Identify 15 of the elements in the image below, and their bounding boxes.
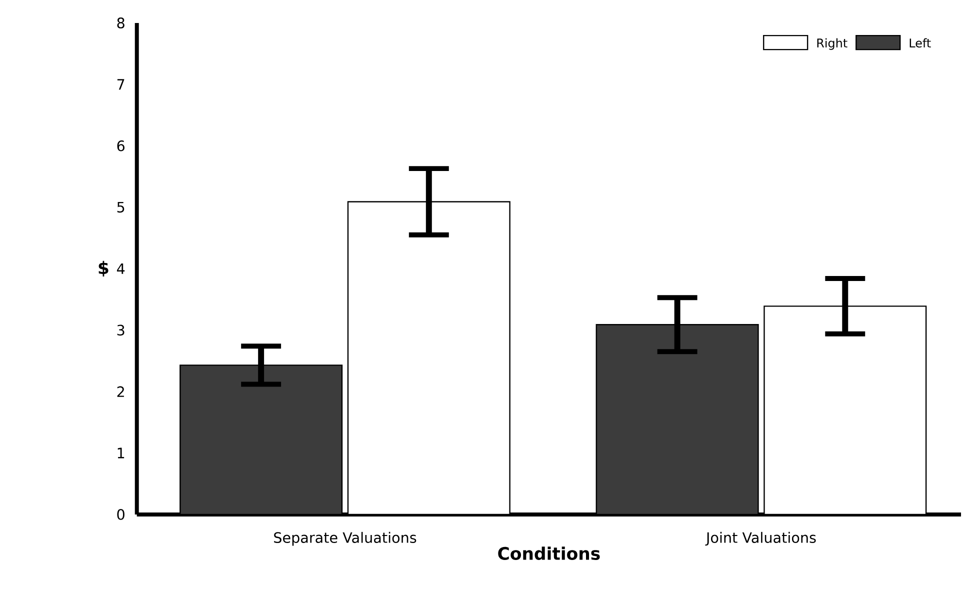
y-tick-label: 6 <box>117 140 124 152</box>
y-tick-label: 4 <box>116 263 125 274</box>
y-axis-title: $ <box>98 260 108 276</box>
y-tick-label: 8 <box>117 17 124 28</box>
x-axis-title: Conditions <box>498 546 600 560</box>
y-tick-label: 0 <box>117 508 124 520</box>
x-tick-label: Joint Valuations <box>705 532 816 546</box>
y-tick-label: 2 <box>117 386 124 397</box>
y-tick-label: 7 <box>117 79 124 90</box>
x-tick-label: Separate Valuations <box>274 532 416 546</box>
y-tick-label: 1 <box>118 448 124 458</box>
y-tick-label: 5 <box>117 202 124 212</box>
legend-label: Right <box>817 38 848 50</box>
legend-label: Left <box>910 38 931 48</box>
y-tick-label: 3 <box>117 324 124 336</box>
